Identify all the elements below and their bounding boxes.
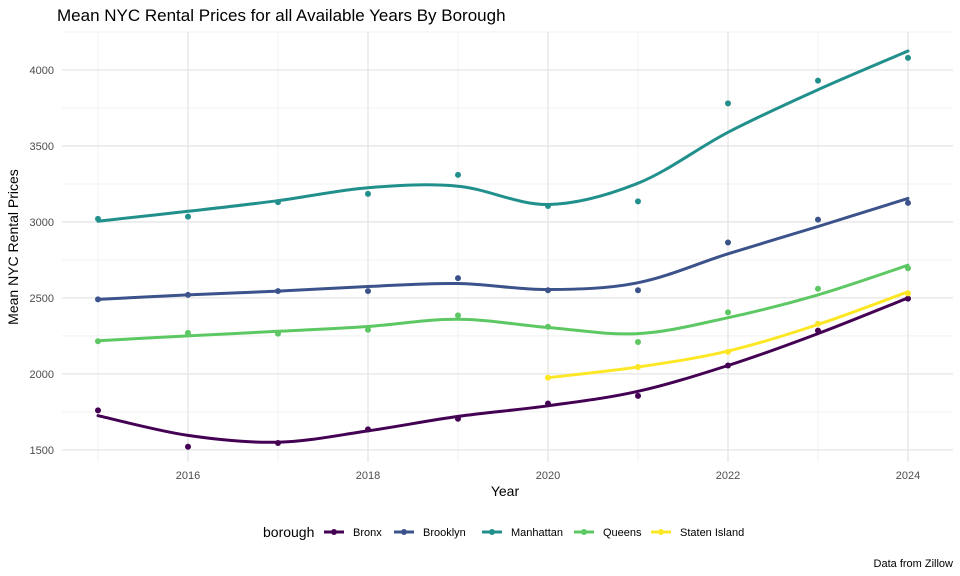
series-lines (96, 49, 910, 444)
queens-data-point (275, 330, 281, 337)
staten-island-data-point (905, 290, 911, 297)
bronx-data-point (725, 362, 731, 369)
bronx-data-point (365, 426, 371, 433)
brooklyn-data-point (905, 199, 911, 206)
legend-label-bronx: Bronx (353, 527, 382, 539)
legend: borough Bronx Brooklyn Manhattan Queens Stat… (263, 524, 744, 540)
legend-key-brooklyn-point (401, 529, 407, 535)
manhattan-data-point (185, 213, 191, 220)
series-points (95, 54, 911, 450)
brooklyn-data-point (635, 287, 641, 294)
queens-data-point (545, 323, 551, 330)
manhattan-data-point (815, 77, 821, 84)
bronx-data-point (905, 295, 911, 302)
brooklyn-data-point (815, 216, 821, 223)
legend-key-staten-island-point (658, 529, 664, 535)
y-tick-label: 2500 (30, 293, 54, 305)
manhattan-data-point (275, 199, 281, 206)
x-tick-label: 2018 (356, 470, 380, 482)
major-gridlines (62, 32, 953, 462)
manhattan-data-point (905, 54, 911, 61)
y-tick-label: 3500 (30, 141, 54, 153)
manhattan-data-point (95, 215, 101, 222)
manhattan-data-point (365, 190, 371, 197)
legend-label-brooklyn: Brooklyn (423, 527, 466, 539)
legend-label-queens: Queens (603, 527, 642, 539)
legend-label-manhattan: Manhattan (511, 527, 563, 539)
queens-data-point (725, 309, 731, 316)
brooklyn-data-point (185, 291, 191, 298)
bronx-data-point (635, 392, 641, 399)
chart-title: Mean NYC Rental Prices for all Available… (57, 6, 506, 25)
manhattan-data-point (635, 198, 641, 205)
manhattan-trend-line (96, 49, 910, 223)
queens-data-point (365, 326, 371, 333)
x-tick-label: 2020 (536, 470, 560, 482)
legend-title: borough (263, 524, 314, 540)
y-tick-label: 4000 (30, 65, 54, 77)
manhattan-data-point (455, 171, 461, 178)
queens-data-point (815, 285, 821, 292)
queens-data-point (455, 312, 461, 319)
y-tick-label: 3000 (30, 217, 54, 229)
y-tick-label: 2000 (30, 369, 54, 381)
staten-island-data-point (545, 374, 551, 381)
queens-data-point (635, 338, 641, 345)
bronx-data-point (95, 407, 101, 414)
brooklyn-data-point (725, 239, 731, 246)
brooklyn-data-point (365, 288, 371, 295)
manhattan-data-point (725, 100, 731, 107)
staten-island-data-point (635, 364, 641, 371)
staten-island-data-point (815, 320, 821, 327)
x-axis-tick-labels: 2016 2018 2020 2022 2024 (176, 470, 920, 482)
brooklyn-data-point (275, 288, 281, 295)
y-axis-tick-labels: 1500 2000 2500 3000 3500 4000 (30, 65, 54, 457)
legend-key-bronx-point (331, 529, 337, 535)
x-tick-label: 2024 (896, 470, 920, 482)
x-tick-label: 2016 (176, 470, 200, 482)
bronx-data-point (455, 415, 461, 422)
x-tick-label: 2022 (716, 470, 740, 482)
brooklyn-data-point (545, 287, 551, 294)
legend-label-staten-island: Staten Island (680, 527, 744, 539)
queens-data-point (905, 265, 911, 272)
queens-data-point (185, 329, 191, 336)
staten-island-data-point (725, 348, 731, 355)
manhattan-data-point (545, 202, 551, 209)
queens-trend-line (96, 263, 910, 343)
legend-key-manhattan-point (489, 529, 495, 535)
x-axis-title: Year (491, 483, 520, 499)
minor-gridlines (62, 31, 953, 462)
queens-data-point (95, 338, 101, 345)
bronx-data-point (545, 400, 551, 407)
brooklyn-data-point (455, 275, 461, 282)
brooklyn-data-point (95, 296, 101, 303)
bronx-trend-line (96, 296, 910, 444)
caption: Data from Zillow (874, 558, 954, 570)
bronx-data-point (815, 327, 821, 334)
y-axis-title: Mean NYC Rental Prices (5, 169, 21, 325)
brooklyn-trend-line (96, 196, 910, 301)
y-tick-label: 1500 (30, 445, 54, 457)
bronx-data-point (185, 443, 191, 450)
bronx-data-point (275, 440, 281, 447)
legend-key-queens-point (581, 529, 587, 535)
